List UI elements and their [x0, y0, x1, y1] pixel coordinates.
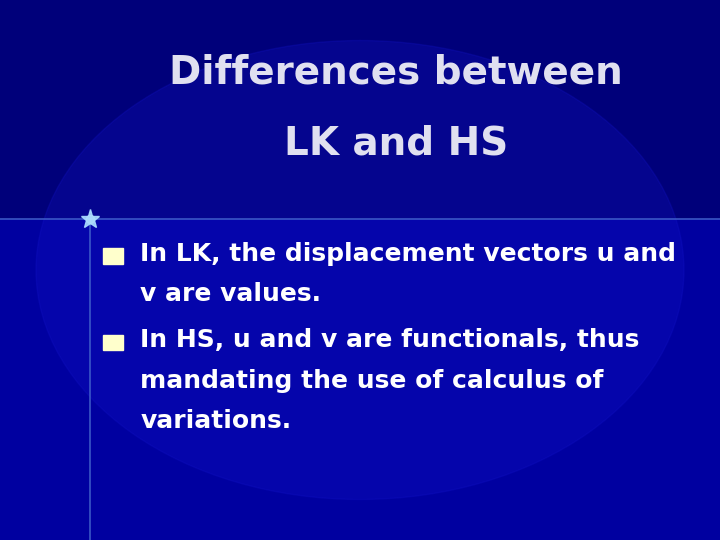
Text: variations.: variations.: [140, 409, 292, 433]
Bar: [103, 248, 123, 264]
Text: In LK, the displacement vectors u and: In LK, the displacement vectors u and: [140, 242, 676, 266]
Bar: [0, 219, 720, 540]
Bar: [103, 335, 123, 350]
Text: Differences between: Differences between: [169, 54, 623, 92]
Text: LK and HS: LK and HS: [284, 124, 508, 162]
Text: In HS, u and v are functionals, thus: In HS, u and v are functionals, thus: [140, 328, 640, 352]
Text: mandating the use of calculus of: mandating the use of calculus of: [140, 369, 604, 393]
Bar: [0, 0, 720, 219]
Ellipse shape: [36, 40, 684, 500]
Text: v are values.: v are values.: [140, 282, 321, 306]
